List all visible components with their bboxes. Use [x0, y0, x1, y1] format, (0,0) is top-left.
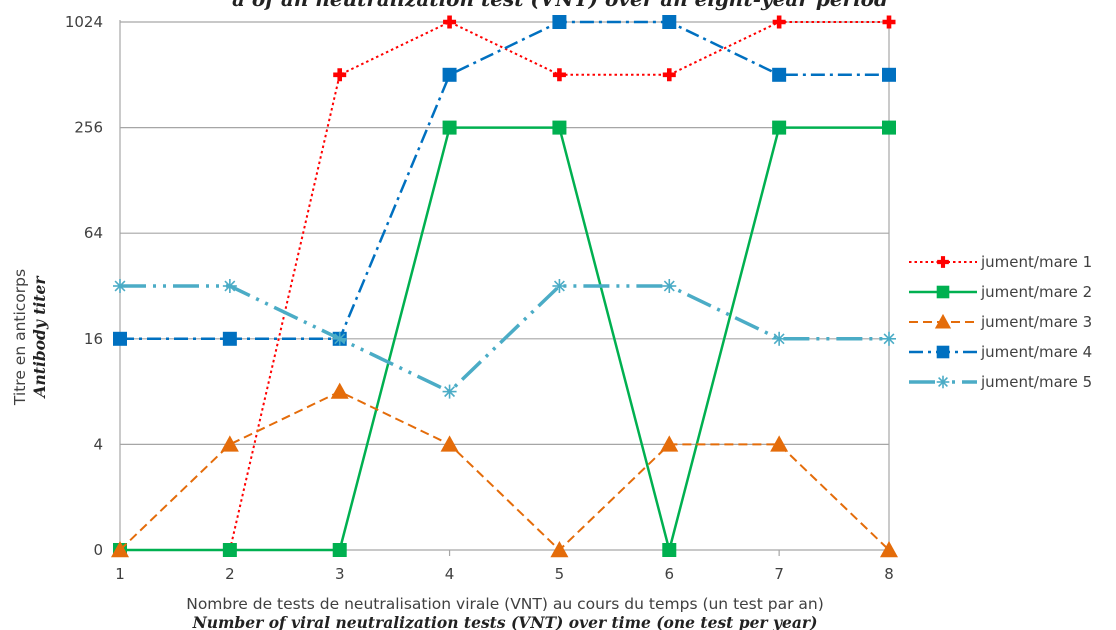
data-point [550, 541, 569, 558]
data-point [113, 279, 127, 293]
data-point [332, 543, 347, 557]
data-point [662, 15, 677, 29]
y-axis-title: Titre en anticorps [11, 269, 29, 406]
data-point [442, 120, 457, 135]
series-line [120, 126, 889, 552]
data-point [882, 120, 896, 135]
data-point [442, 384, 457, 399]
data-point [113, 331, 127, 346]
data-point [442, 67, 457, 82]
legend-item-5: jument/mare 5 [909, 373, 1092, 391]
data-point [662, 543, 677, 557]
chart-title: a of an neutralization test (VNT) over a… [232, 0, 888, 11]
data-point-stroke [883, 333, 895, 345]
data-point-stroke [938, 377, 948, 387]
legend-label: jument/mare 4 [980, 343, 1092, 361]
series-layer [111, 15, 898, 558]
x-axis-title: Nombre de tests de neutralisation virale… [186, 595, 824, 613]
legend-item-3: jument/mare 3 [909, 313, 1092, 331]
x-axis-title-en: Number of viral neutralization tests (VN… [192, 613, 818, 630]
data-point [662, 279, 677, 293]
data-point [111, 541, 129, 558]
x-tick-label: 8 [884, 565, 894, 583]
legend-label: jument/mare 5 [980, 373, 1092, 391]
x-tick-label: 2 [225, 565, 235, 583]
data-point [333, 68, 347, 82]
data-point [882, 67, 896, 82]
data-point [552, 68, 566, 82]
gridlines [120, 21, 889, 445]
x-tick-label: 1 [115, 565, 125, 583]
data-point [220, 435, 239, 452]
series-4 [113, 15, 896, 346]
data-point [772, 120, 787, 135]
data-point [772, 67, 787, 82]
data-point-stroke [224, 280, 236, 292]
y-axis-title-en: Antibody titer [30, 275, 49, 400]
data-point [772, 15, 786, 29]
y-tick-label: 1024 [65, 13, 103, 31]
data-point [880, 541, 898, 558]
data-point [936, 285, 950, 299]
data-point [770, 435, 789, 452]
y-tick-label: 16 [84, 330, 103, 348]
y-tick-label: 0 [93, 541, 103, 559]
data-point-stroke [773, 333, 785, 345]
data-point [552, 279, 567, 293]
series-line [120, 284, 889, 394]
legend-item-4: jument/mare 4 [909, 343, 1092, 361]
series-5 [113, 279, 896, 399]
data-point [772, 331, 787, 346]
data-point [443, 15, 457, 29]
y-tick-label: 256 [74, 119, 103, 137]
legend: jument/mare 1 jument/mare 2 jument/mare 3 j… [909, 253, 1092, 391]
x-tick-label: 6 [665, 565, 675, 583]
x-tick-label: 7 [774, 565, 784, 583]
data-point [222, 279, 237, 293]
data-point [882, 331, 896, 346]
data-point-stroke [663, 280, 675, 292]
y-tick-label: 4 [93, 435, 103, 453]
y-tick-label: 64 [84, 224, 103, 242]
data-point [330, 382, 349, 399]
data-point [937, 256, 949, 268]
x-tick-label: 3 [335, 565, 345, 583]
data-point-stroke [334, 333, 346, 345]
legend-label: jument/mare 3 [980, 313, 1092, 331]
legend-item-2: jument/mare 2 [909, 283, 1092, 301]
series-line [119, 390, 890, 551]
data-point [222, 331, 237, 346]
series-line [120, 21, 889, 551]
legend-label: jument/mare 1 [980, 253, 1092, 271]
x-tick-label: 4 [445, 565, 455, 583]
data-point-stroke [444, 386, 456, 398]
legend-item-1: jument/mare 1 [909, 253, 1092, 271]
axes: 0 4 16 64 256 1024 1 2 3 4 5 6 7 8 [65, 13, 894, 583]
data-point [222, 543, 237, 557]
data-point [332, 331, 347, 346]
data-point [552, 15, 567, 29]
data-point [662, 68, 676, 82]
data-point-stroke [114, 280, 126, 292]
x-tick-label: 5 [555, 565, 565, 583]
data-point [440, 435, 459, 452]
data-point [882, 15, 896, 29]
data-point [660, 435, 679, 452]
legend-label: jument/mare 2 [980, 283, 1092, 301]
data-point [936, 375, 950, 389]
series-2 [113, 120, 896, 557]
data-point [934, 313, 952, 329]
series-3 [111, 382, 898, 558]
series-line [120, 20, 889, 341]
data-point [936, 345, 950, 359]
data-point-stroke [553, 280, 565, 292]
data-point [552, 120, 567, 135]
